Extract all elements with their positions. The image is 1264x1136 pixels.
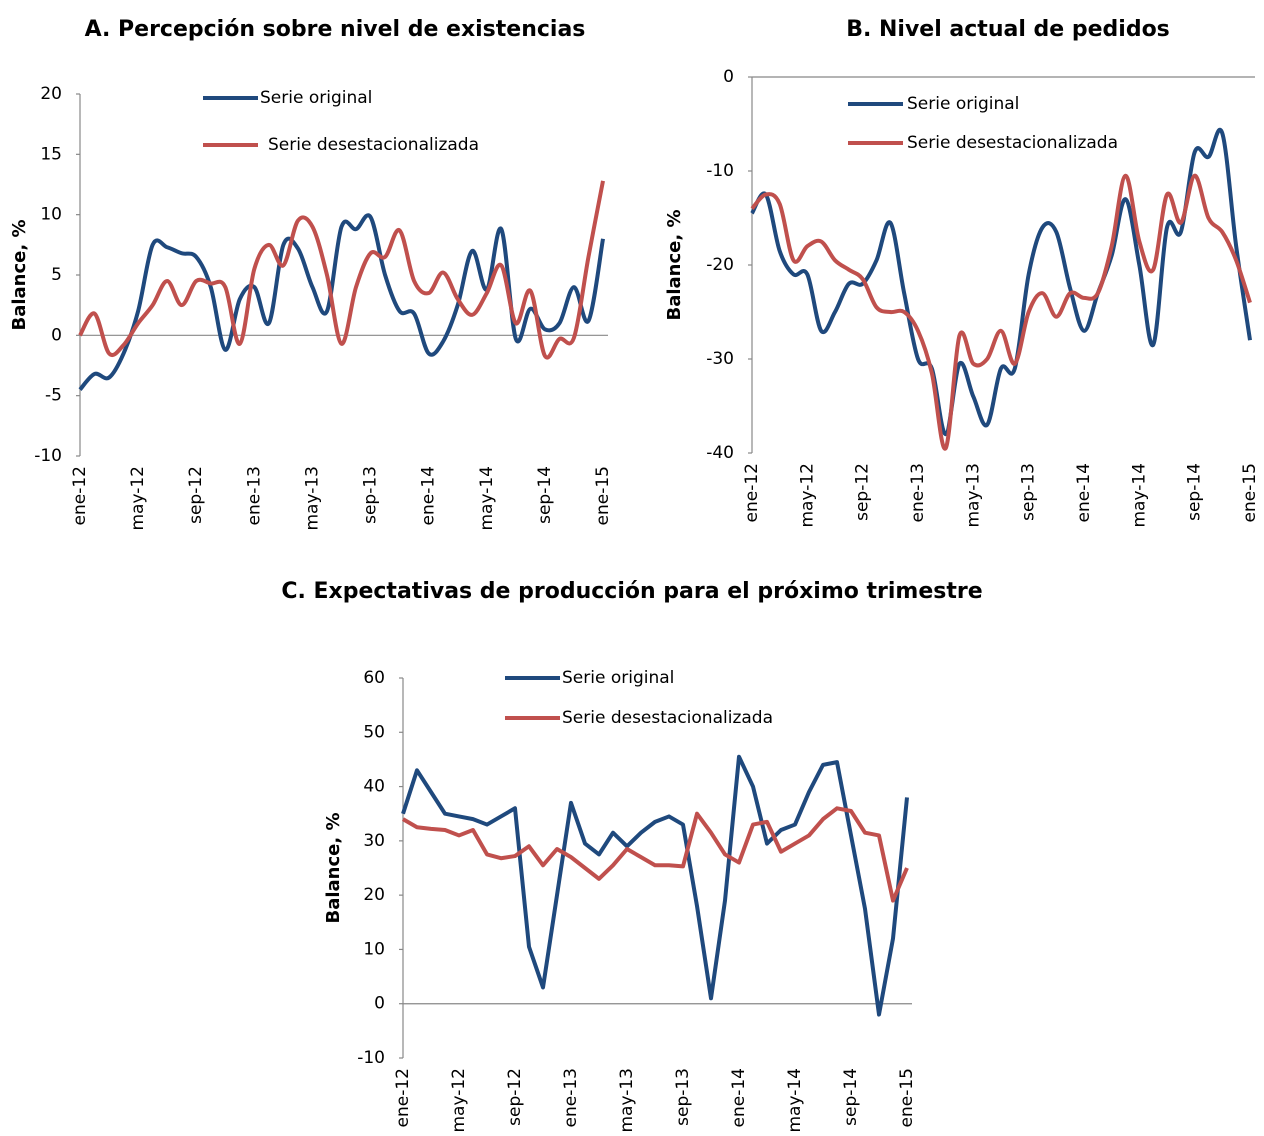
legend-label: Serie original <box>260 88 372 108</box>
x-tick-label: ene-15 <box>897 1068 917 1127</box>
x-tick-label: sep-13 <box>673 1068 693 1126</box>
x-tick-label: sep-14 <box>841 1068 861 1126</box>
y-tick-label: 10 <box>40 205 62 225</box>
x-tick-label: ene-14 <box>419 466 439 525</box>
y-tick-label: 0 <box>374 994 385 1014</box>
x-tick-label: may-14 <box>785 1068 805 1133</box>
x-tick-label: may-13 <box>963 463 983 528</box>
legend-label: Serie original <box>907 94 1019 114</box>
x-tick-label: ene-14 <box>729 1068 749 1127</box>
y-tick-label: 0 <box>723 67 734 87</box>
x-tick-label: may-13 <box>617 1068 637 1133</box>
x-tick-label: ene-13 <box>908 463 928 522</box>
x-tick-label: ene-15 <box>593 466 613 525</box>
x-tick-label: ene-15 <box>1240 463 1260 522</box>
y-axis-label: Balance, % <box>664 209 685 320</box>
x-tick-label: ene-12 <box>393 1068 413 1127</box>
series-line <box>78 213 605 391</box>
series-line <box>401 806 909 903</box>
x-tick-label: sep-13 <box>1019 463 1039 521</box>
x-tick-label: sep-12 <box>853 463 873 521</box>
y-axis-label: Balance, % <box>9 219 30 330</box>
x-tick-label: may-13 <box>302 466 322 531</box>
y-tick-label: 20 <box>40 84 62 104</box>
y-tick-label: 40 <box>363 777 385 797</box>
y-tick-label: -30 <box>706 349 734 369</box>
x-tick-label: ene-12 <box>70 466 90 525</box>
x-tick-label: may-14 <box>477 466 497 531</box>
series-line <box>401 754 909 1017</box>
y-tick-label: 15 <box>40 144 62 164</box>
x-tick-label: may-12 <box>797 463 817 528</box>
y-tick-label: -40 <box>706 443 734 463</box>
y-tick-label: -20 <box>706 255 734 275</box>
x-tick-label: ene-12 <box>742 463 762 522</box>
y-tick-label: 20 <box>363 885 385 905</box>
legend-label: Serie original <box>562 668 674 688</box>
y-tick-label: -10 <box>34 446 62 466</box>
x-tick-label: ene-13 <box>244 466 264 525</box>
y-tick-label: -10 <box>706 161 734 181</box>
x-tick-label: ene-14 <box>1074 463 1094 522</box>
x-tick-label: ene-13 <box>561 1068 581 1127</box>
x-tick-label: sep-12 <box>505 1068 525 1126</box>
series-line <box>78 180 605 360</box>
y-axis-label: Balance, % <box>323 812 344 923</box>
y-tick-label: -10 <box>357 1048 385 1068</box>
x-tick-label: may-12 <box>128 466 148 531</box>
x-tick-label: sep-14 <box>1185 463 1205 521</box>
y-tick-label: 10 <box>363 939 385 959</box>
chart-title: A. Percepción sobre nivel de existencias <box>85 17 586 42</box>
y-tick-label: 30 <box>363 831 385 851</box>
chart-title: B. Nivel actual de pedidos <box>846 17 1170 42</box>
x-tick-label: sep-13 <box>361 466 381 524</box>
y-tick-label: 60 <box>363 668 385 688</box>
x-tick-label: sep-14 <box>535 466 555 524</box>
x-tick-label: sep-12 <box>186 466 206 524</box>
y-tick-label: -5 <box>45 386 62 406</box>
legend-label: Serie desestacionalizada <box>268 135 479 155</box>
legend-label: Serie desestacionalizada <box>907 133 1118 153</box>
x-tick-label: may-14 <box>1129 463 1149 528</box>
x-tick-label: may-12 <box>449 1068 469 1133</box>
series-line <box>750 128 1252 437</box>
y-tick-label: 50 <box>363 722 385 742</box>
legend-label: Serie desestacionalizada <box>562 708 773 728</box>
series-line <box>750 173 1252 451</box>
chart-title: C. Expectativas de producción para el pr… <box>281 579 982 604</box>
y-tick-label: 5 <box>51 265 62 285</box>
y-tick-label: 0 <box>51 325 62 345</box>
